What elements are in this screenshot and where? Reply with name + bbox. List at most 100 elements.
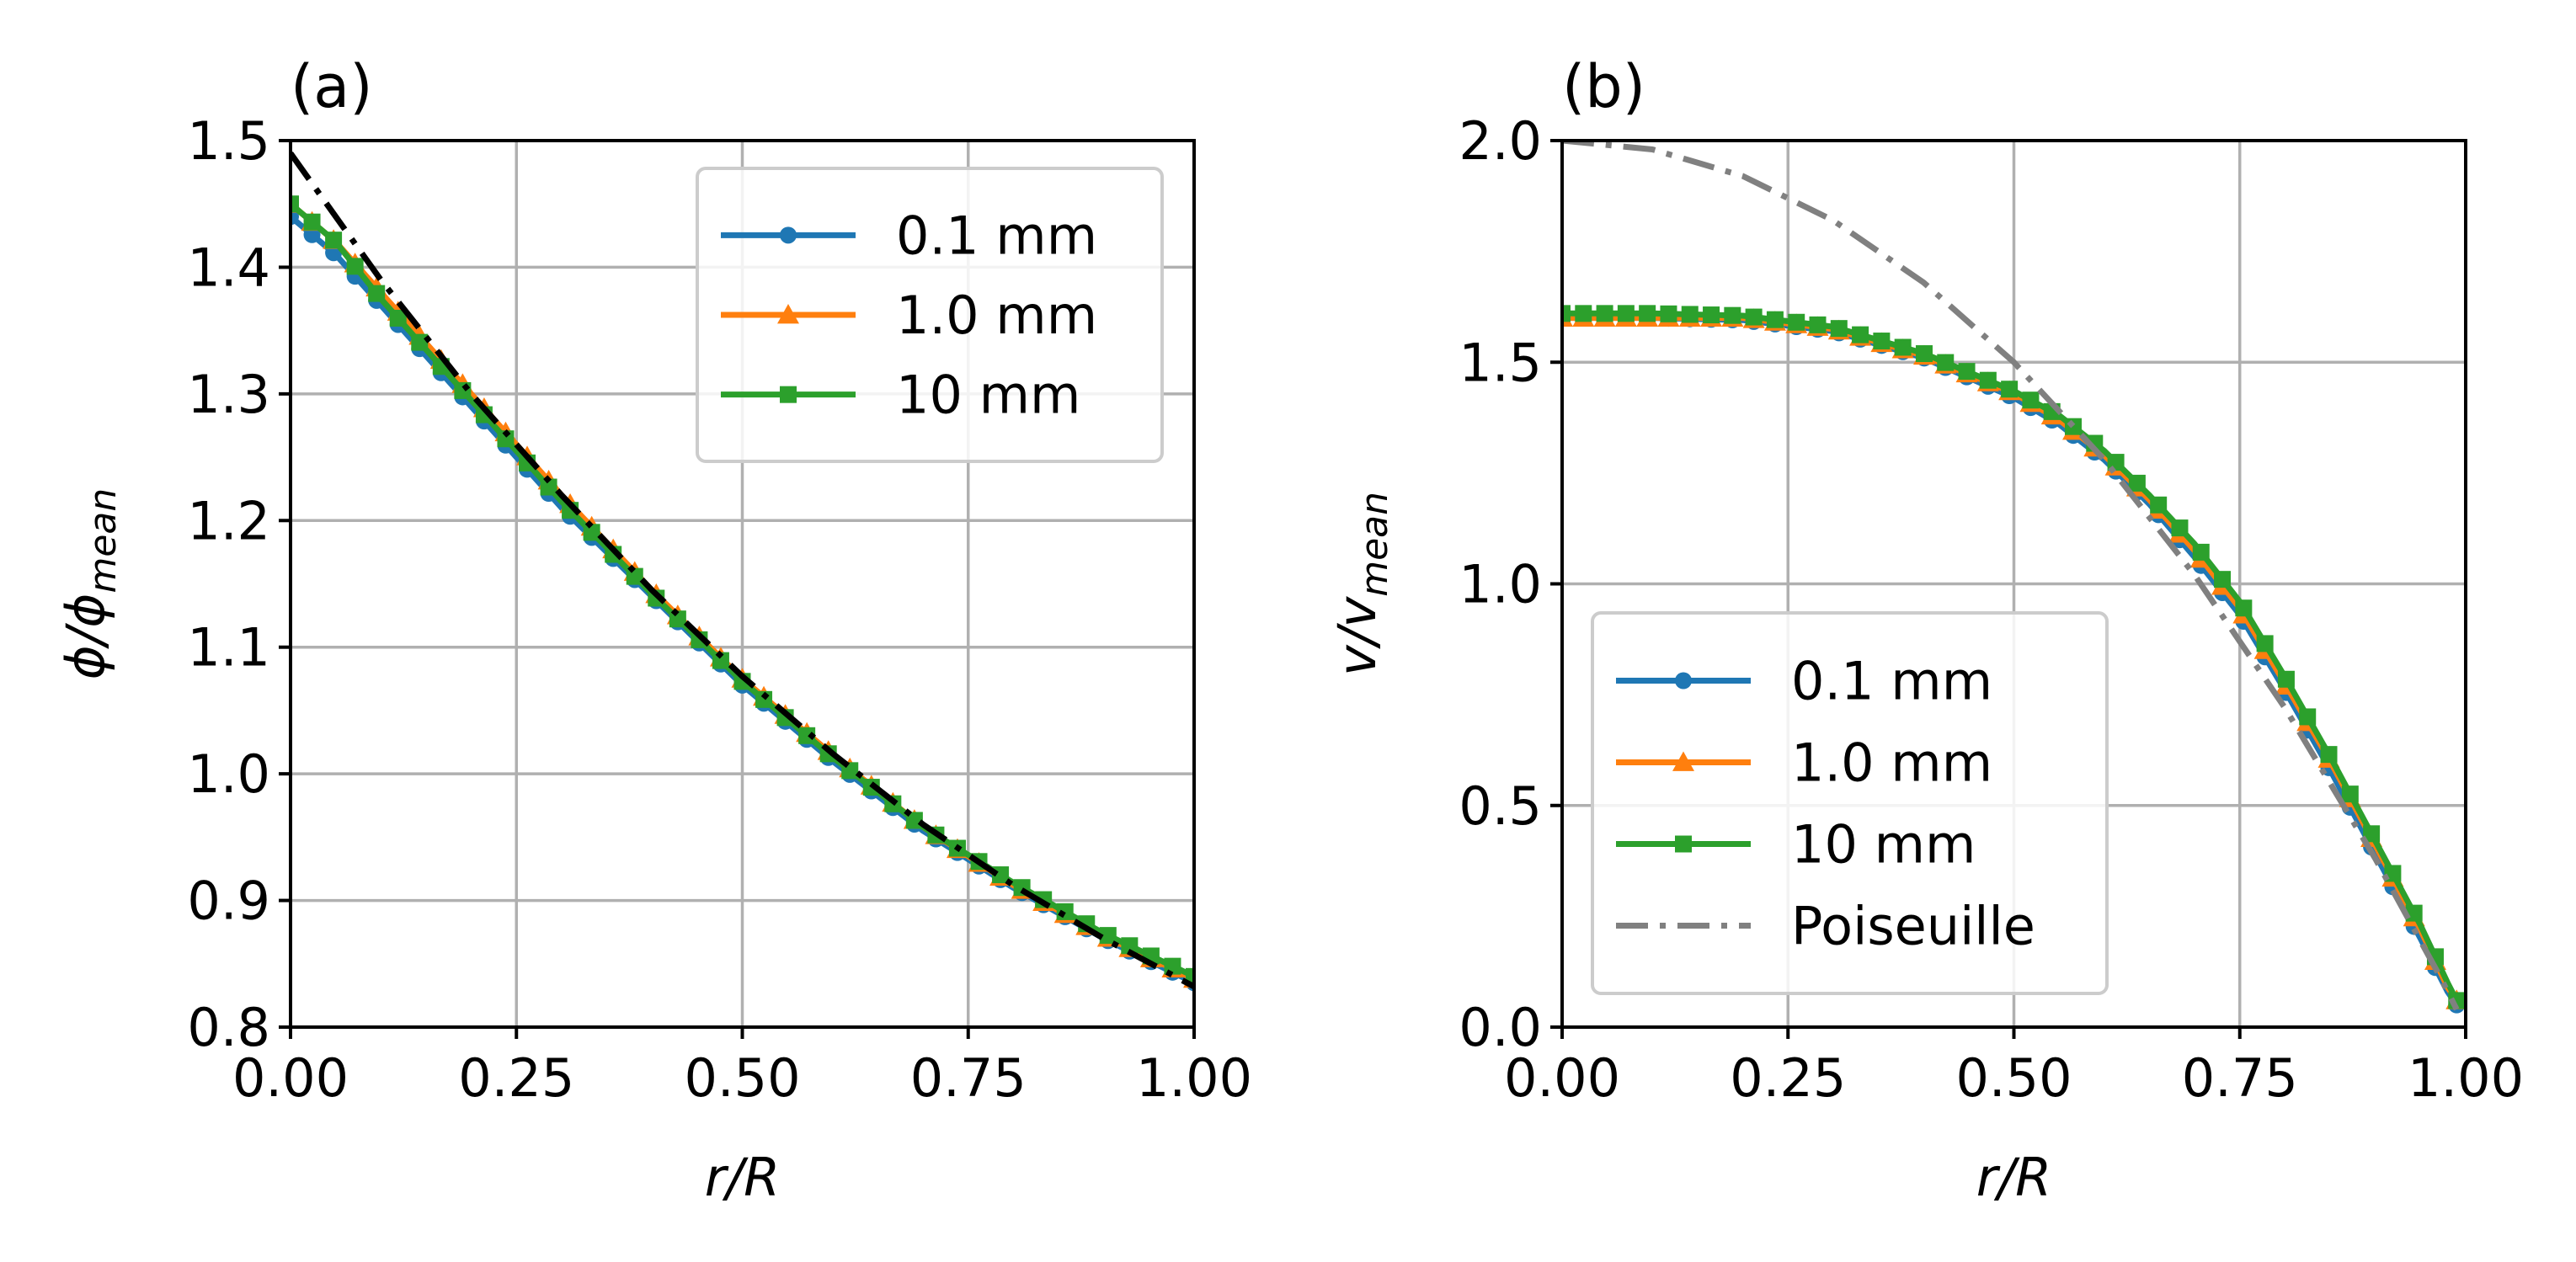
plot-area [1562,139,2466,1014]
x-tick-label: 0.50 [1955,1047,2072,1109]
data-point [291,195,299,213]
y-tick-label: 1.5 [1459,332,1542,393]
data-point [1121,937,1139,955]
x-tick-label: 0.75 [2182,1047,2298,1109]
legend-marker [777,304,799,324]
data-point [2001,381,2019,398]
data-point [303,213,321,231]
legend-box [1591,611,2109,995]
data-point [411,333,429,351]
data-point [2150,496,2168,514]
y-tick-label: 1.5 [187,110,270,172]
data-point [2299,708,2317,726]
legend-marker [1675,835,1692,853]
series-line-fit [291,151,1194,989]
data-point [1915,345,1933,363]
y-axis-label-sub: mean [1353,492,1396,597]
data-point [2171,519,2189,537]
data-point [1639,305,1656,322]
data-point [1703,306,1720,324]
panel-title: (b) [1562,52,1645,121]
data-point [2277,670,2295,688]
y-tick-label: 0.0 [1459,997,1542,1058]
data-point [2128,474,2146,492]
data-point [1617,305,1635,322]
data-point [2022,391,2040,409]
y-tick-label: 0.8 [187,997,270,1058]
data-point [1186,967,1194,985]
legend-marker [780,226,797,244]
data-point [1809,316,1827,333]
data-point [798,727,816,744]
data-point [1056,903,1074,920]
x-tick-label: 0.25 [458,1047,574,1109]
legend-marker [780,386,797,403]
data-point [1099,927,1117,945]
data-point [346,258,364,275]
legend-label: Poiseuille [1791,896,2035,957]
data-point [325,232,343,249]
data-point [1562,305,1571,322]
data-point [2192,543,2210,561]
data-point [1788,313,1805,331]
x-axis-label: r/R [705,1147,780,1208]
legend-label: 10 mm [1791,814,1976,876]
x-tick-label: 0.25 [1730,1047,1846,1109]
data-point [1852,326,1869,343]
data-point [389,309,407,327]
y-tick-label: 2.0 [1459,110,1542,172]
y-tick-label: 1.2 [187,490,270,551]
data-point [1873,333,1891,350]
legend-marker [1675,672,1692,690]
data-point [1660,305,1677,322]
legend: 0.1 mm 1.0 mm 10 mm Poiseuille [1591,611,2109,995]
x-tick-label: 0.50 [684,1047,800,1109]
y-axis-label: v/vmean [1326,492,1396,676]
data-point [497,430,515,448]
data-point [2235,599,2253,617]
series-line-Poiseuille [1562,139,2460,1011]
legend-label: 1.0 mm [1791,732,1992,794]
y-tick-label: 1.3 [187,364,270,425]
data-point [454,381,472,399]
legend-label: 0.1 mm [1791,651,1992,712]
y-tick-label: 1.4 [187,237,270,298]
data-point [1681,306,1699,323]
data-point [1979,371,1997,389]
data-point [1958,363,1976,381]
x-tick-label: 1.00 [1136,1047,1252,1109]
x-tick-label: 0.75 [910,1047,1027,1109]
legend-label: 1.0 mm [896,285,1097,346]
data-point [2256,635,2274,652]
panel-a: 0.00 0.25 0.50 0.75 1.00 0.8 0.9 1.0 1.1 1.2 1.3 1.… [55,52,1252,1208]
y-axis-label-main: v/v [1326,595,1388,676]
data-point [2363,825,2381,843]
data-point [712,652,729,669]
y-tick-label: 0.9 [187,871,270,932]
y-tick-label: 1.0 [1459,554,1542,615]
legend-box [696,167,1164,463]
y-axis-label-main: ϕ/ϕ [55,594,116,680]
x-tick-label: 0.00 [1504,1047,1620,1109]
data-point [368,285,386,302]
data-point [1724,306,1741,324]
data-point [1937,354,1955,371]
legend-label: 0.1 mm [896,205,1097,266]
y-tick-label: 1.1 [187,617,270,679]
data-point [1745,308,1763,326]
legend: 0.1 mm 1.0 mm 10 mm [696,167,1164,463]
y-axis-label: ϕ/ϕmean [55,488,125,679]
data-point [540,478,557,496]
legend-marker [1672,751,1694,771]
data-point [1575,305,1592,322]
plot-area [291,151,1194,992]
legend-label: 10 mm [896,365,1080,426]
y-tick-label: 1.0 [187,743,270,805]
data-point [1894,338,1912,356]
data-point [2214,571,2232,588]
data-point [1830,320,1848,338]
x-tick-label: 1.00 [2408,1047,2524,1109]
y-axis-label-sub: mean [82,488,125,594]
y-tick-label: 0.5 [1459,775,1542,837]
